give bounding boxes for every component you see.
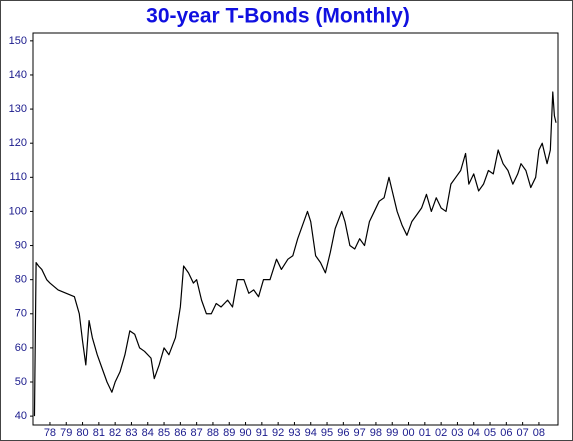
x-tick-label: 82 bbox=[109, 427, 121, 439]
y-tick-label: 120 bbox=[9, 137, 27, 149]
x-tick-label: 83 bbox=[125, 427, 137, 439]
y-tick-label: 40 bbox=[15, 410, 27, 422]
y-tick-label: 50 bbox=[15, 376, 27, 388]
y-tick-label: 60 bbox=[15, 342, 27, 354]
x-tick-label: 04 bbox=[468, 427, 480, 439]
y-tick-label: 90 bbox=[15, 239, 27, 251]
y-tick-label: 100 bbox=[9, 205, 27, 217]
x-tick-label: 87 bbox=[191, 427, 203, 439]
x-tick-label: 98 bbox=[370, 427, 382, 439]
x-tick-label: 79 bbox=[60, 427, 72, 439]
x-tick-label: 03 bbox=[451, 427, 463, 439]
y-tick-label: 140 bbox=[9, 69, 27, 81]
y-tick-label: 150 bbox=[9, 35, 27, 47]
x-tick-label: 91 bbox=[256, 427, 268, 439]
x-tick-label: 02 bbox=[435, 427, 447, 439]
x-tick-label: 99 bbox=[386, 427, 398, 439]
x-tick-label: 96 bbox=[337, 427, 349, 439]
y-tick-label: 70 bbox=[15, 308, 27, 320]
x-tick-label: 07 bbox=[517, 427, 529, 439]
x-tick-label: 93 bbox=[288, 427, 300, 439]
series-line bbox=[33, 91, 557, 417]
x-tick-label: 08 bbox=[533, 427, 545, 439]
x-tick-label: 95 bbox=[321, 427, 333, 439]
x-tick-label: 88 bbox=[207, 427, 219, 439]
plot-frame bbox=[32, 32, 559, 426]
x-tick-label: 86 bbox=[174, 427, 186, 439]
y-tick-label: 130 bbox=[9, 103, 27, 115]
x-tick-label: 81 bbox=[93, 427, 105, 439]
x-tick-label: 97 bbox=[354, 427, 366, 439]
chart-title: 30-year T-Bonds (Monthly) bbox=[146, 5, 410, 28]
x-tick-label: 00 bbox=[402, 427, 414, 439]
x-tick-label: 92 bbox=[272, 427, 284, 439]
y-tick-label: 110 bbox=[9, 171, 27, 183]
x-tick-label: 05 bbox=[484, 427, 496, 439]
x-tick-label: 01 bbox=[419, 427, 431, 439]
x-tick-label: 85 bbox=[158, 427, 170, 439]
x-tick-label: 89 bbox=[223, 427, 235, 439]
x-tick-label: 90 bbox=[239, 427, 251, 439]
y-tick-label: 80 bbox=[15, 274, 27, 286]
x-tick-label: 84 bbox=[142, 427, 154, 439]
x-tick-label: 94 bbox=[305, 427, 317, 439]
x-tick-label: 06 bbox=[500, 427, 512, 439]
x-tick-label: 78 bbox=[44, 427, 56, 439]
x-tick-label: 80 bbox=[76, 427, 88, 439]
